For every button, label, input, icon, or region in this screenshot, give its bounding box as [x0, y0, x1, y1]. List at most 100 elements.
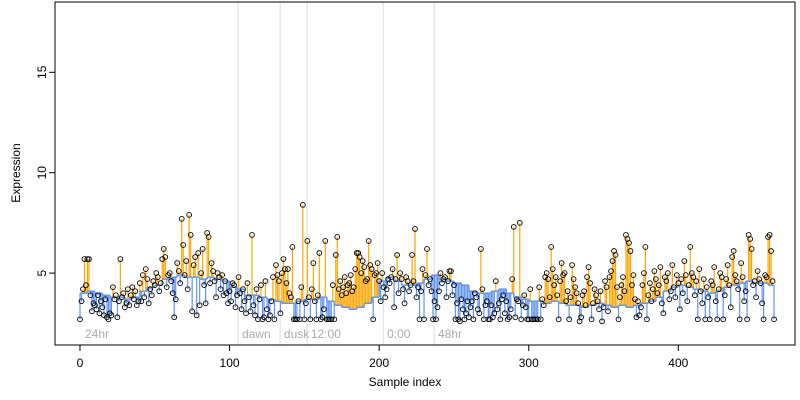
point [404, 278, 411, 284]
y-tick-label: 10 [35, 166, 49, 180]
point [575, 300, 581, 307]
point [268, 298, 275, 305]
point [288, 294, 294, 301]
point [451, 282, 457, 289]
point [395, 290, 402, 297]
point [205, 234, 212, 240]
point [80, 286, 86, 293]
point [729, 254, 736, 260]
point [250, 302, 257, 309]
point [145, 300, 152, 307]
point [400, 286, 406, 293]
point [620, 274, 626, 280]
point [373, 270, 380, 276]
point [442, 274, 448, 280]
point [168, 278, 175, 284]
point [656, 282, 662, 289]
point [343, 290, 350, 297]
point [712, 298, 719, 305]
point [87, 292, 94, 299]
point [419, 266, 426, 272]
y-axis-label: Expression [9, 143, 23, 202]
point [699, 300, 706, 307]
point [108, 312, 115, 319]
point [469, 298, 475, 305]
point [124, 286, 131, 293]
point [672, 294, 679, 301]
annotation: 24hr [85, 327, 109, 341]
point [264, 306, 270, 313]
point [433, 316, 439, 323]
point [651, 268, 658, 274]
point [331, 316, 338, 323]
point [678, 276, 685, 282]
point [436, 288, 442, 295]
point [258, 282, 264, 289]
point [187, 232, 194, 238]
point [545, 276, 552, 282]
point [311, 298, 318, 305]
point [310, 260, 317, 266]
point [736, 316, 743, 323]
point [636, 312, 643, 319]
point [679, 290, 686, 297]
point [457, 318, 463, 325]
point [406, 288, 412, 295]
point [437, 270, 444, 276]
point [144, 276, 151, 282]
point [603, 284, 610, 291]
point [252, 312, 258, 319]
point [600, 304, 607, 311]
point [174, 260, 181, 266]
point [615, 316, 622, 323]
point [605, 308, 611, 315]
point [452, 316, 459, 323]
point [232, 304, 239, 311]
point [467, 304, 474, 311]
point [340, 284, 347, 291]
point [377, 298, 384, 305]
point [141, 294, 148, 301]
point [706, 316, 713, 323]
point [160, 246, 167, 252]
point [320, 306, 327, 313]
point [314, 292, 321, 299]
point [271, 316, 278, 323]
point [240, 286, 246, 293]
point [289, 244, 296, 250]
point [540, 302, 547, 309]
point [730, 248, 737, 254]
point [361, 264, 368, 270]
x-axis-label: Sample index [369, 375, 442, 389]
point [192, 254, 199, 260]
point [270, 274, 276, 280]
point [501, 310, 508, 317]
point [99, 304, 106, 311]
point [231, 282, 237, 289]
annotation: 48hr [438, 327, 462, 341]
point [478, 246, 484, 252]
point [238, 306, 245, 313]
point [346, 280, 353, 286]
point [386, 280, 393, 286]
point [509, 276, 516, 282]
point [739, 274, 746, 280]
point [512, 314, 519, 321]
point [364, 276, 371, 282]
point [711, 264, 718, 270]
point [374, 260, 381, 266]
point [617, 294, 623, 301]
point [709, 282, 716, 289]
point [596, 306, 602, 313]
point [570, 276, 577, 282]
point [653, 276, 659, 282]
point [392, 276, 399, 282]
point [412, 226, 418, 232]
point [470, 316, 477, 323]
point [241, 298, 248, 305]
point [163, 284, 170, 291]
point [126, 302, 133, 309]
point [175, 268, 182, 274]
point [473, 294, 480, 301]
